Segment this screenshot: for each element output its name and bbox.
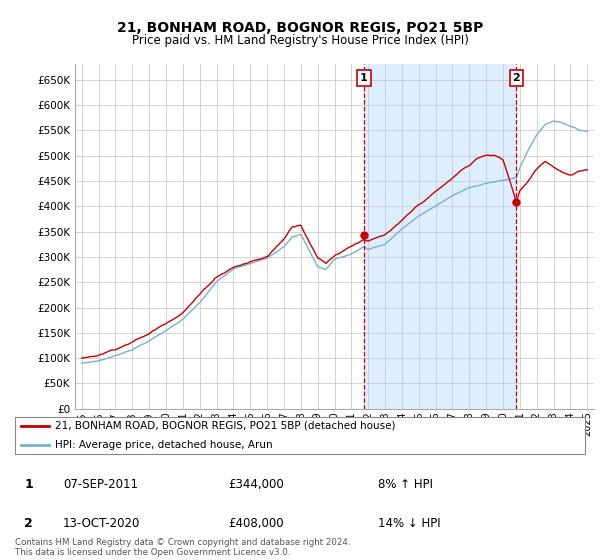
Bar [364,64,517,409]
Text: Price paid vs. HM Land Registry's House Price Index (HPI): Price paid vs. HM Land Registry's House … [131,34,469,46]
Text: 07-SEP-2011: 07-SEP-2011 [63,478,138,491]
Text: 2: 2 [512,73,520,83]
Text: 1: 1 [24,478,33,491]
Text: 21, BONHAM ROAD, BOGNOR REGIS, PO21 5BP: 21, BONHAM ROAD, BOGNOR REGIS, PO21 5BP [117,21,483,35]
Text: 8% ↑ HPI: 8% ↑ HPI [378,478,433,491]
Text: £344,000: £344,000 [228,478,284,491]
Text: 21, BONHAM ROAD, BOGNOR REGIS, PO21 5BP (detached house): 21, BONHAM ROAD, BOGNOR REGIS, PO21 5BP … [55,421,396,431]
Text: Contains HM Land Registry data © Crown copyright and database right 2024.
This d: Contains HM Land Registry data © Crown c… [15,538,350,557]
Text: 2: 2 [24,517,33,530]
FancyBboxPatch shape [15,417,585,454]
Text: £408,000: £408,000 [228,517,284,530]
Text: HPI: Average price, detached house, Arun: HPI: Average price, detached house, Arun [55,440,273,450]
Text: 13-OCT-2020: 13-OCT-2020 [63,517,140,530]
Text: 14% ↓ HPI: 14% ↓ HPI [378,517,440,530]
Text: 1: 1 [360,73,368,83]
